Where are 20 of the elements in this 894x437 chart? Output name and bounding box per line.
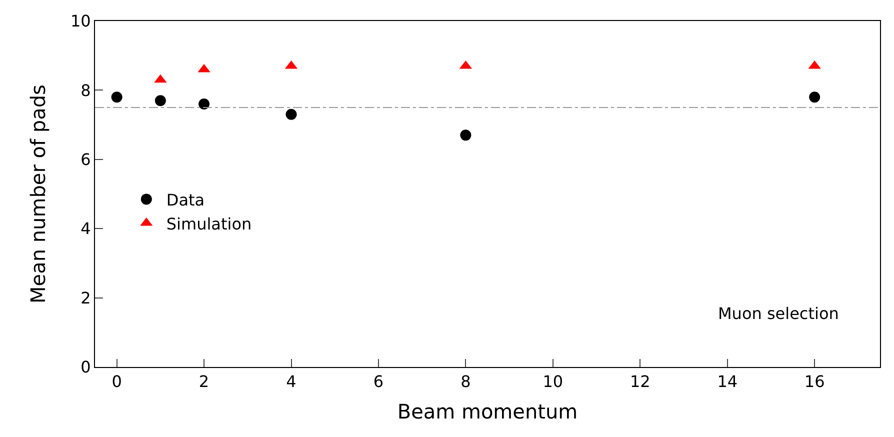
x-tick-label: 12	[630, 372, 650, 392]
y-tick-label: 6	[80, 150, 91, 169]
x-tick-label: 14	[717, 372, 738, 392]
x-tick-label: 6	[373, 372, 384, 392]
x-axis-title: Beam momentum	[397, 400, 578, 424]
x-tick-label: 2	[198, 372, 210, 392]
x-tick-label: 16	[804, 372, 825, 392]
y-tick-label: 10	[70, 12, 91, 31]
y-tick-label: 8	[80, 80, 91, 100]
y-axis-title: Mean number of pads	[26, 84, 50, 304]
x-tick-label: 4	[286, 372, 296, 392]
annotation: Muon selection	[718, 304, 839, 323]
y-tick-label: 0	[80, 358, 91, 377]
x-tick-label: 8	[460, 372, 471, 392]
x-tick-label: 10	[542, 372, 564, 392]
x-tick-label: 0	[112, 372, 122, 392]
y-tick-label: 4	[80, 219, 91, 238]
legend-label: Simulation	[166, 214, 252, 234]
legend-label: Data	[166, 190, 205, 210]
y-tick-label: 2	[80, 288, 91, 308]
